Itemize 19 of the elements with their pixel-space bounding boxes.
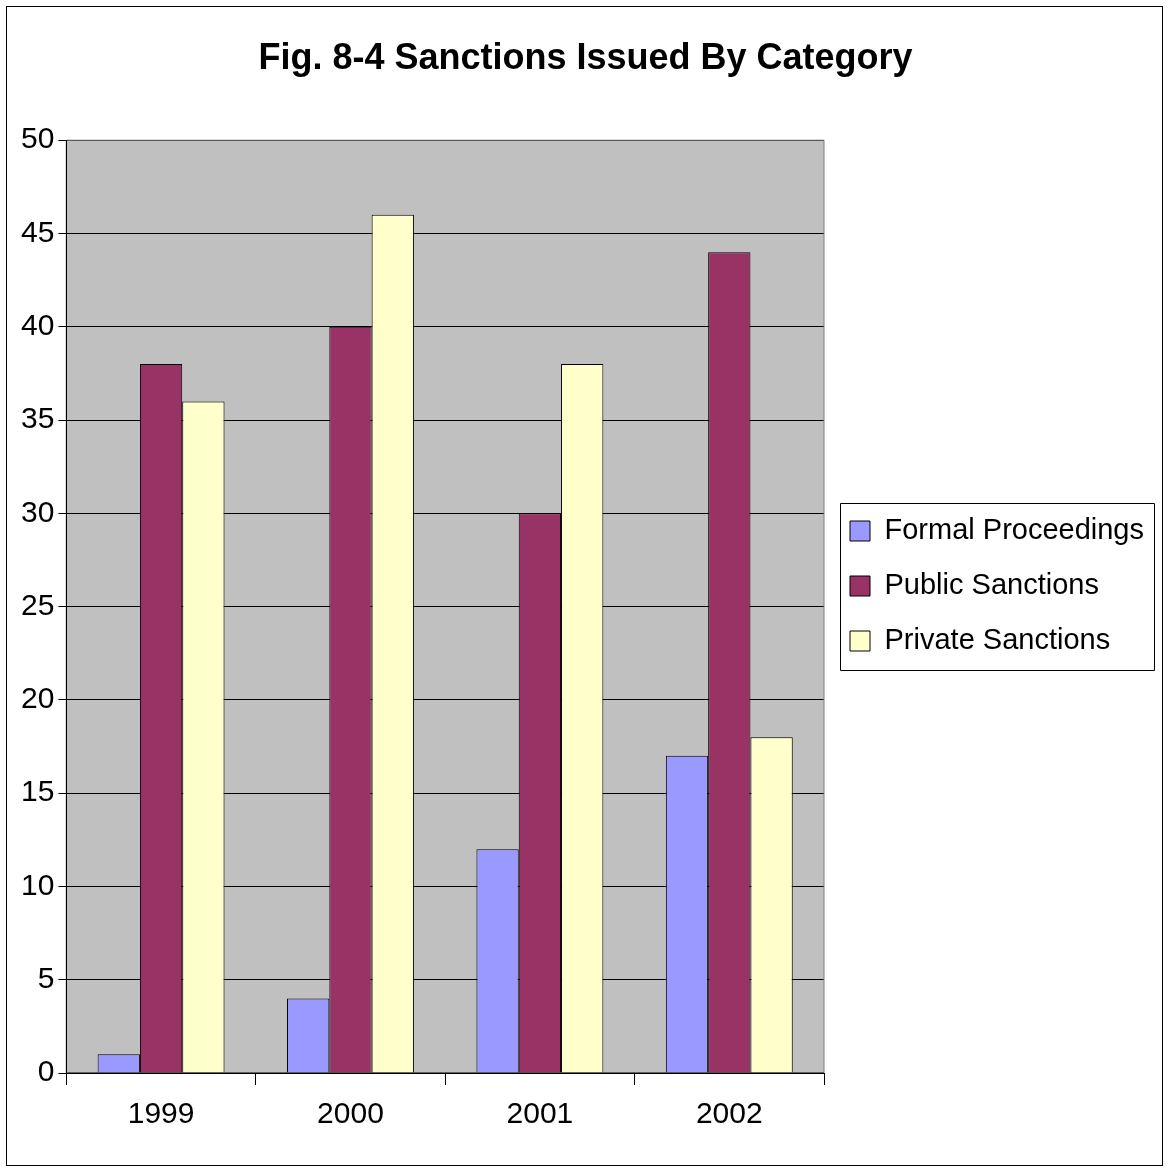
y-tick-label: 50 xyxy=(20,121,55,155)
legend-label: Formal Proceedings xyxy=(884,513,1144,545)
legend-label: Public Sanctions xyxy=(884,568,1099,600)
x-tick-label: 2002 xyxy=(695,1096,763,1130)
y-tick-label: 30 xyxy=(20,494,55,528)
legend-label: Private Sanctions xyxy=(884,623,1111,655)
y-tick-label: 10 xyxy=(20,867,55,901)
y-tick-label: 15 xyxy=(20,774,55,808)
y-tick-label: 25 xyxy=(20,587,55,621)
y-tick-label: 5 xyxy=(37,960,55,994)
chart-title: Fig. 8-4 Sanctions Issued By Category xyxy=(258,35,913,77)
y-tick-label: 20 xyxy=(20,681,55,715)
y-tick-label: 45 xyxy=(20,214,55,248)
y-tick-label: 40 xyxy=(20,308,55,342)
x-tick-label: 1999 xyxy=(127,1096,195,1130)
y-tick-label: 0 xyxy=(37,1054,55,1088)
x-tick-label: 2000 xyxy=(317,1096,384,1130)
x-tick-label: 2001 xyxy=(506,1096,574,1130)
y-tick-label: 35 xyxy=(20,401,55,435)
